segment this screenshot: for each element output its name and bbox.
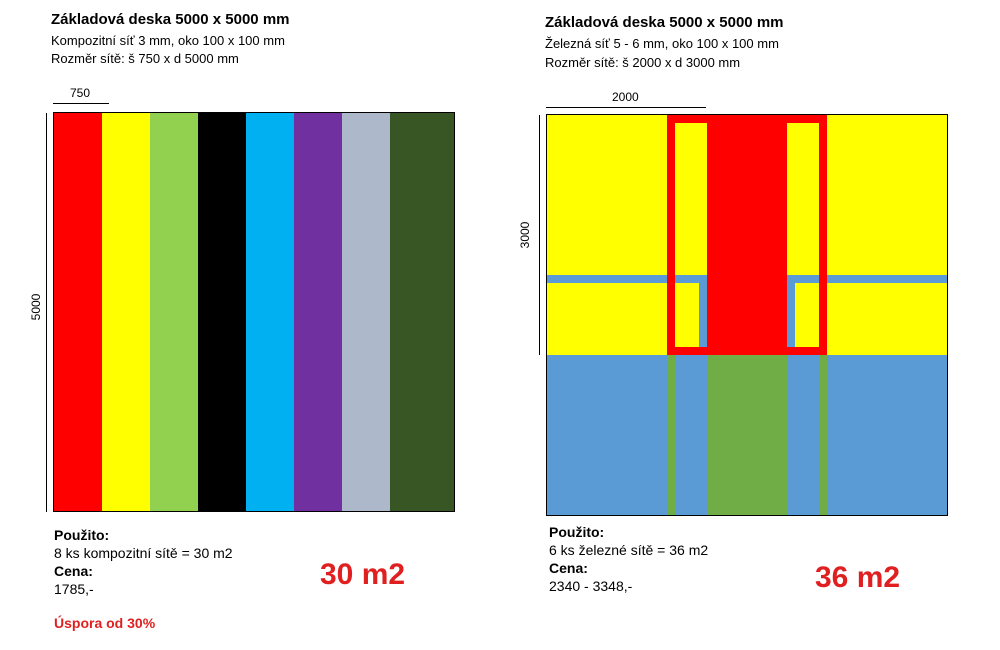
right-mesh-size: Rozměr sítě: š 2000 x d 3000 mm — [545, 55, 741, 70]
left-used-value: 8 ks kompozitní sítě = 30 m2 — [54, 545, 233, 561]
mesh-stripe-7 — [342, 113, 390, 511]
right-total-area: 36 m2 — [815, 561, 901, 594]
mesh-blue-hook-left-vertical — [699, 275, 707, 347]
right-used-label: Použito: — [549, 524, 605, 540]
mesh-stripe-6 — [294, 113, 342, 511]
right-mesh-spec: Železná síť 5 - 6 mm, oko 100 x 100 mm — [545, 36, 779, 51]
mesh-stripe-8 — [390, 113, 454, 511]
left-height-dimension: 5000 — [29, 293, 43, 321]
mesh-stripe-3 — [150, 113, 198, 511]
left-total-area: 30 m2 — [320, 558, 406, 591]
mesh-stripe-4 — [198, 113, 246, 511]
left-slab-diagram — [53, 112, 455, 512]
mesh-green-strip-right — [819, 355, 827, 515]
right-price-value: 2340 - 3348,- — [549, 578, 633, 594]
right-width-dimension: 2000 — [612, 90, 639, 104]
left-width-dimension-line — [53, 103, 109, 104]
mesh-red-center — [707, 115, 787, 355]
right-slab-diagram — [546, 114, 948, 516]
left-title: Základová deska 5000 x 5000 mm — [51, 11, 290, 28]
left-width-dimension: 750 — [70, 86, 91, 100]
mesh-green-center — [707, 355, 787, 515]
mesh-stripe-5 — [246, 113, 294, 511]
right-price-label: Cena: — [549, 560, 588, 576]
mesh-blue-hook-right-vertical — [787, 275, 795, 347]
left-mesh-spec: Kompozitní síť 3 mm, oko 100 x 100 mm — [51, 33, 285, 48]
right-title: Základová deska 5000 x 5000 mm — [545, 14, 784, 31]
left-height-dimension-line — [46, 113, 47, 512]
left-mesh-size: Rozměr sítě: š 750 x d 5000 mm — [51, 51, 239, 66]
mesh-green-strip-left — [667, 355, 675, 515]
mesh-stripe-2 — [102, 113, 150, 511]
mesh-blue-hook-right — [787, 275, 819, 283]
right-used-value: 6 ks železné sítě = 36 m2 — [549, 542, 709, 558]
mesh-blue-hook-left — [675, 275, 707, 283]
mesh-stripe-1 — [54, 113, 102, 511]
right-height-dimension: 3000 — [518, 221, 532, 249]
right-height-dimension-line — [539, 115, 540, 355]
left-used-label: Použito: — [54, 527, 110, 543]
left-price-value: 1785,- — [54, 581, 94, 597]
left-saving-note: Úspora od 30% — [54, 615, 156, 631]
right-width-dimension-line — [546, 107, 706, 108]
left-price-label: Cena: — [54, 563, 93, 579]
